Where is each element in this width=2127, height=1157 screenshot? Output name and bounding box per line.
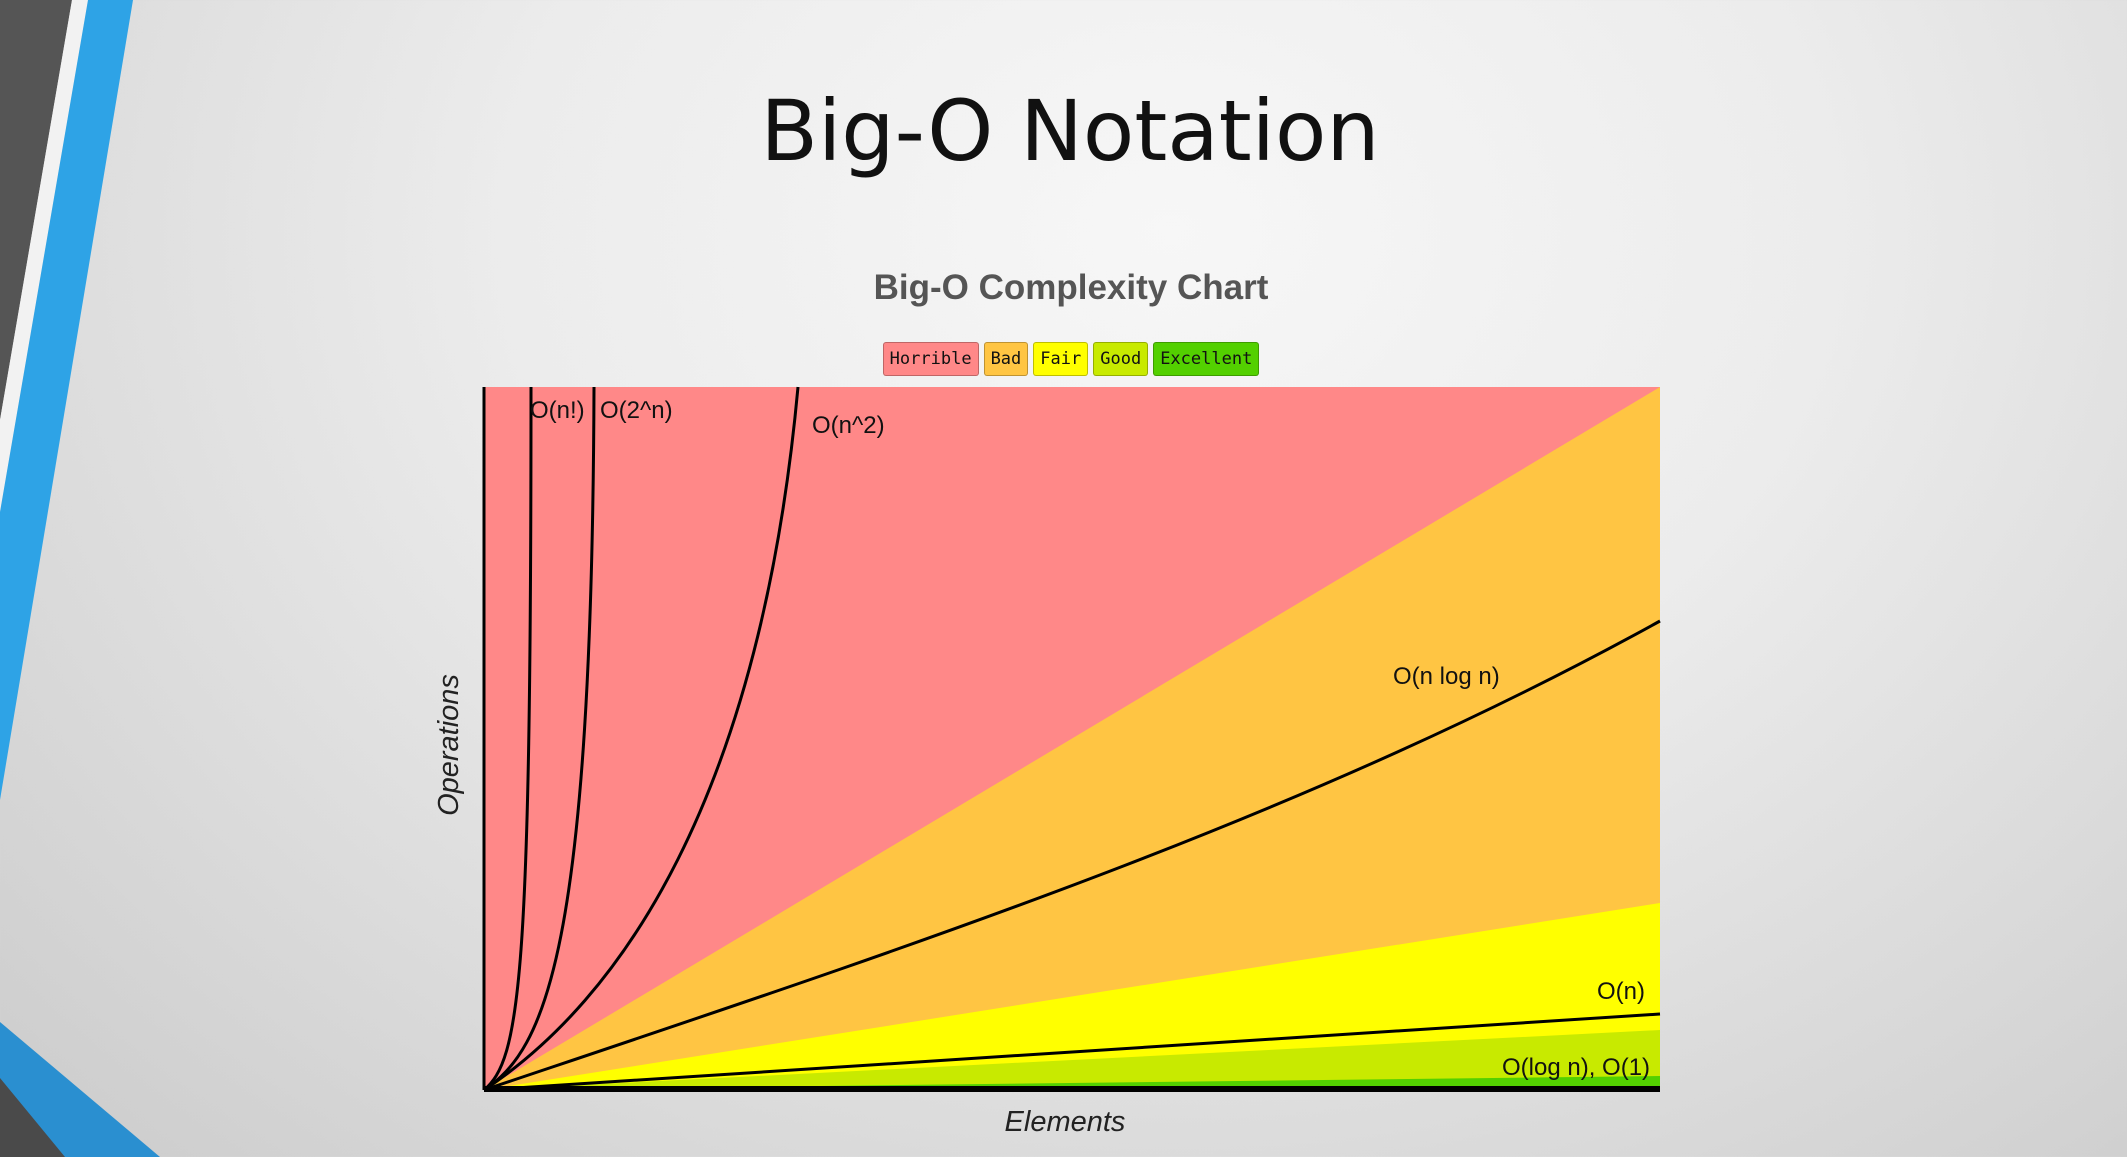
legend-item-horrible: Horrible (882, 342, 979, 376)
label-o-n-factorial: O(n!) (530, 397, 585, 424)
curve-o-n (483, 1012, 1661, 1092)
curve-labels: O(n!) O(2^n) O(n^2) O(n log n) O(n) O(lo… (530, 397, 1650, 1081)
legend-item-good: Good (1093, 342, 1149, 376)
slide-title: Big-O Notation (760, 82, 1380, 180)
blue-stripe-shape (0, 0, 133, 800)
curve-o-n-log-n (483, 619, 1661, 1092)
label-o-n-log-n: O(n log n) (1393, 663, 1500, 690)
chart-legend: Horrible Bad Fair Good Excellent (0, 342, 2127, 376)
legend-item-excellent: Excellent (1153, 342, 1260, 376)
curve-o-n-factorial (483, 386, 533, 1092)
plot-area (484, 387, 1660, 1090)
region-fair (484, 903, 1660, 1090)
curve-o-2-pow-n (483, 386, 596, 1092)
legend-item-fair: Fair (1033, 342, 1089, 376)
axes (482, 387, 1660, 1092)
region-good (484, 1030, 1660, 1090)
curve-o-n-squared (483, 386, 800, 1092)
label-o-n: O(n) (1597, 978, 1645, 1005)
label-o-log-n-o-1: O(log n), O(1) (1502, 1054, 1650, 1081)
label-o-2-pow-n: O(2^n) (600, 397, 673, 424)
y-axis-label: Operations (433, 674, 465, 816)
label-o-n-squared: O(n^2) (812, 412, 885, 439)
x-axis-label: Elements (1005, 1106, 1126, 1138)
region-bad (484, 387, 1660, 1090)
chart-title: Big-O Complexity Chart (873, 268, 1269, 307)
legend-item-bad: Bad (983, 342, 1029, 376)
bottom-dark-stripe-shape (0, 1078, 65, 1157)
bottom-blue-stripe-shape (0, 1022, 160, 1157)
